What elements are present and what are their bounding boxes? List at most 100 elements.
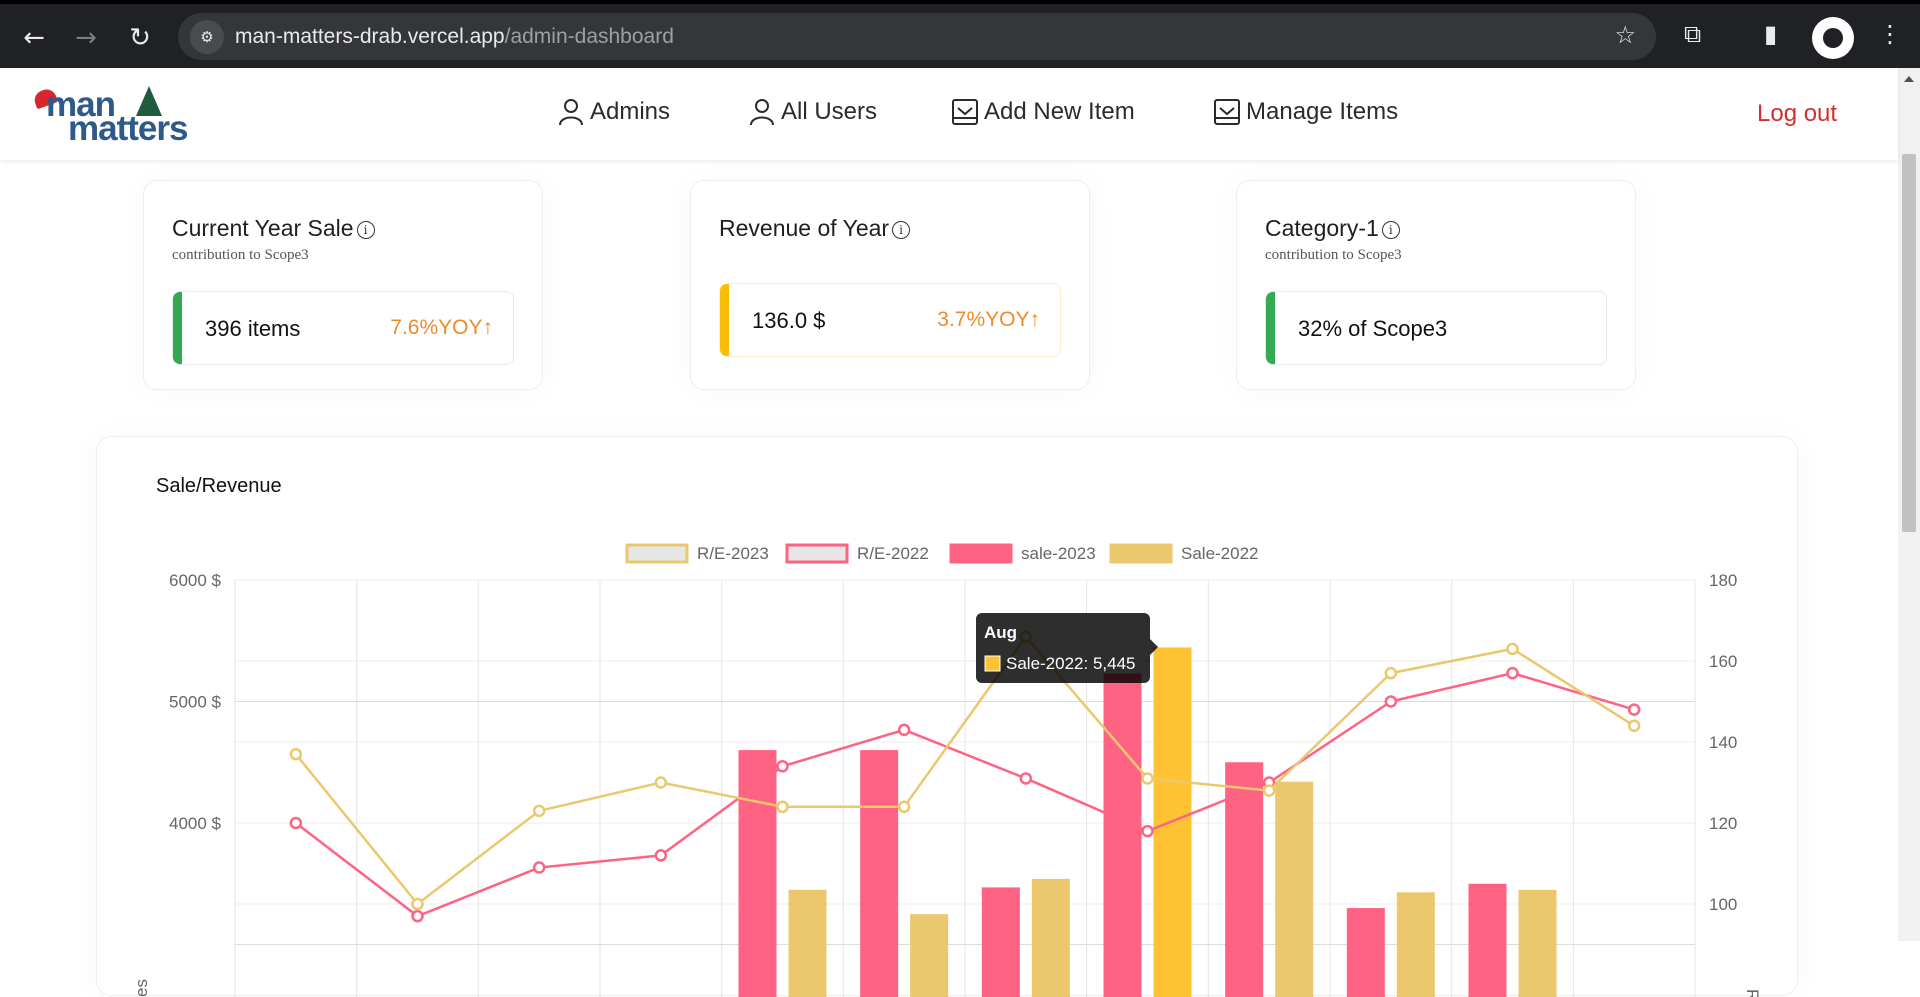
y-right-tick-label: 100 [1709, 895, 1737, 914]
nav-manage-items[interactable]: Manage Items [1214, 98, 1398, 126]
point-r/e-2022 [1627, 703, 1641, 716]
user-icon [559, 99, 583, 126]
legend-label: sale-2023 [1021, 544, 1096, 563]
kpi-card-current-year-sale: Current Year Sale i contribution to Scope… [143, 180, 543, 390]
nav-add-new-item[interactable]: Add New Item [952, 98, 1135, 126]
point-r/e-2023 [411, 897, 424, 911]
profile-avatar-icon[interactable] [1812, 17, 1854, 59]
point-r/e-2023 [1262, 784, 1276, 797]
point-r/e-2022 [1019, 772, 1033, 785]
inbox-icon [1214, 99, 1240, 125]
site-info-icon[interactable]: ⚙ [190, 20, 224, 54]
y-left-tick-label: 6000 $ [169, 571, 222, 590]
y-left-tick-label: 4000 $ [169, 814, 222, 833]
tooltip-swatch [984, 655, 1001, 672]
nav-all-users-label: All Users [781, 98, 878, 125]
point-r/e-2023 [776, 800, 789, 814]
nav-admins[interactable]: Admins [558, 98, 670, 126]
legend-swatch [949, 543, 1013, 564]
y-right-tick-label: 180 [1709, 571, 1737, 590]
nav-add-new-item-label: Add New Item [984, 98, 1135, 125]
info-icon[interactable]: i [892, 220, 911, 239]
sale-revenue-chart-card: Sale/Revenue 6000 $ 5000 $ 4000 $ 180 160 140… [96, 436, 1799, 997]
line-r/e-2023 [294, 634, 1635, 906]
bar-sale-2023 [1346, 908, 1385, 997]
page-scrollbar[interactable] [1898, 68, 1920, 941]
legend-swatch [625, 543, 689, 564]
bar-sale-2022 [1031, 878, 1070, 997]
line-r/e-2022 [295, 671, 1635, 918]
bar-sale-2022 [1518, 889, 1557, 997]
point-r/e-2022 [897, 723, 911, 737]
point-r/e-2022 [289, 816, 303, 830]
kpi-accent-bar [1266, 292, 1275, 364]
sale-revenue-chart[interactable]: 6000 $ 5000 $ 4000 $ 180 160 140 120 100 es R R/E-… [97, 437, 1799, 997]
legend-label: R/E-2023 [697, 544, 769, 563]
url-text[interactable]: man-matters-drab.vercel.app/admin-dashbo… [235, 25, 674, 49]
logo-text-matters: matters [68, 109, 188, 148]
logout-button[interactable]: Log out [1757, 100, 1838, 127]
back-icon[interactable]: ← [23, 23, 45, 53]
side-panel-icon[interactable]: ▮ [1764, 20, 1778, 48]
url-path: /admin-dashboard [504, 25, 674, 48]
y-right-tick-label: 140 [1709, 733, 1737, 752]
kpi-accent-bar [720, 284, 729, 356]
bar-sale-2022 [788, 889, 827, 997]
nav-all-users[interactable]: All Users [749, 98, 877, 126]
url-host: man-matters-drab.vercel.app [235, 25, 505, 48]
reload-icon[interactable]: ↻ [129, 23, 151, 53]
chrome-menu-icon[interactable]: ⋮ [1878, 20, 1902, 48]
info-icon[interactable]: i [356, 220, 375, 239]
address-bar[interactable]: ⚙ man-matters-drab.vercel.app/admin-dash… [178, 13, 1656, 60]
point-r/e-2023 [1506, 642, 1519, 656]
legend-swatch [1109, 543, 1173, 564]
dashboard-content: Current Year Sale i contribution to Scope… [0, 160, 1898, 997]
kpi-title-text: Revenue of Year [719, 215, 890, 241]
kpi-title: Current Year Sale i [172, 215, 375, 242]
forward-icon[interactable]: → [75, 23, 97, 53]
point-r/e-2023 [654, 776, 668, 789]
chart-tooltip [976, 613, 1150, 683]
kpi-subtitle: contribution to Scope3 [1265, 247, 1402, 263]
kpi-yoy: 7.6%YOY↑ [390, 316, 493, 339]
man-matters-logo[interactable]: man matters [31, 85, 224, 148]
scroll-up-arrow-icon[interactable] [1904, 76, 1914, 82]
kpi-title: Revenue of Year i [719, 215, 911, 242]
point-r/e-2022 [411, 909, 424, 923]
tooltip-body: Sale-2022: 5,445 [1006, 654, 1136, 673]
bar-sale-2023 [1103, 673, 1142, 997]
point-r/e-2023 [532, 804, 546, 818]
point-r/e-2022 [1506, 666, 1519, 680]
tooltip-title: Aug [984, 623, 1017, 642]
legend-label: R/E-2022 [857, 544, 929, 563]
bar-sale-2023 [981, 887, 1020, 997]
kpi-title-text: Category-1 [1265, 215, 1379, 241]
point-r/e-2022 [532, 861, 546, 874]
user-icon [750, 99, 774, 126]
legend-swatch [785, 543, 849, 564]
y-right-tick-label: 160 [1709, 652, 1737, 671]
bar-sale-2022 [1396, 892, 1435, 997]
kpi-value-box: 32% of Scope3 [1265, 291, 1607, 365]
y-left-axis-title: es [132, 979, 151, 997]
bar-sale-2022 [910, 914, 949, 997]
bar-sale-2022 [1275, 781, 1314, 997]
bookmark-star-icon[interactable]: ☆ [1614, 21, 1636, 49]
logo-text-man: man [46, 85, 116, 124]
kpi-card-revenue-of-year: Revenue of Year i 136.0 $ 3.7%YOY↑ [690, 180, 1090, 390]
y-left-tick-label: 5000 $ [169, 693, 222, 712]
extensions-icon[interactable]: ⧉ [1684, 20, 1702, 48]
point-r/e-2022 [1141, 824, 1154, 838]
y-right-axis-title: R [1743, 989, 1762, 997]
info-icon[interactable]: i [1381, 220, 1400, 239]
point-r/e-2023 [289, 747, 303, 761]
kpi-value: 396 items [205, 316, 301, 341]
kpi-value-box: 136.0 $ 3.7%YOY↑ [719, 283, 1061, 357]
point-r/e-2023 [1141, 772, 1154, 785]
legend-label: Sale-2022 [1181, 544, 1259, 563]
christmas-tree-icon [136, 86, 162, 116]
site-header: man matters Admins All Users Add New Ite… [0, 68, 1898, 160]
point-r/e-2023 [897, 800, 911, 814]
nav-manage-items-label: Manage Items [1246, 98, 1399, 125]
scrollbar-thumb[interactable] [1902, 154, 1916, 532]
